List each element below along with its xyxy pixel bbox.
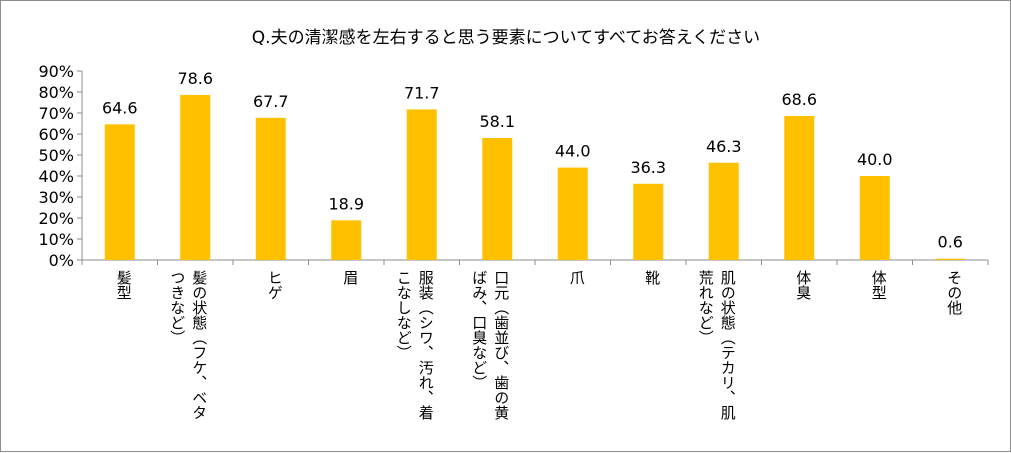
y-tick-label: 10%	[38, 230, 74, 249]
category-label: 爪	[568, 270, 586, 285]
bar	[331, 220, 362, 260]
category-label: 口元（歯並び、歯の黄	[492, 270, 510, 420]
data-label: 36.3	[630, 158, 666, 177]
category-label: 髪の状態（フケ、ベタ	[190, 270, 208, 420]
data-label: 64.6	[102, 98, 138, 117]
data-label: 68.6	[781, 90, 817, 109]
bar	[708, 162, 739, 260]
data-label: 67.7	[253, 92, 289, 111]
category-label: つきなど）	[168, 270, 186, 345]
bar	[255, 117, 286, 260]
data-label: 18.9	[328, 194, 364, 213]
data-label: 58.1	[479, 112, 515, 131]
y-tick-label: 20%	[38, 209, 74, 228]
data-label: 0.6	[938, 233, 963, 252]
y-tick-label: 50%	[38, 146, 74, 165]
data-labels: 64.6 78.6 67.7 18.9 71.7 58.1 44.0 36.3 46.3 68.6…	[102, 69, 963, 252]
y-tick-label: 70%	[38, 104, 74, 123]
y-tick-label: 90%	[38, 62, 74, 81]
category-label: 肌の状態（テカリ、肌	[719, 270, 737, 421]
bar	[482, 137, 513, 260]
category-label: 靴	[643, 270, 661, 285]
chart-title: Q.夫の清潔感を左右すると思う要素についてすべてお答えください	[252, 28, 760, 48]
category-label: 体臭	[794, 270, 812, 300]
category-label: 服装（シワ、汚れ、着	[417, 270, 435, 420]
category-label: 体型	[870, 270, 888, 300]
category-label: 眉	[341, 270, 359, 285]
y-tick-label: 60%	[38, 125, 74, 144]
category-label: こなしなど）	[395, 270, 413, 360]
axes: 0% 10% 20% 30% 40% 50% 60% 70% 80% 90%	[38, 62, 989, 270]
category-label: ヒゲ	[266, 270, 284, 300]
category-label: その他	[945, 270, 963, 316]
bar	[935, 258, 966, 260]
y-tick-label: 30%	[38, 188, 74, 207]
category-label: 髪型	[115, 270, 133, 300]
y-tick-label: 80%	[38, 83, 74, 102]
category-label: ばみ、口臭など）	[470, 270, 488, 390]
data-label: 46.3	[706, 137, 742, 156]
bar	[180, 94, 211, 260]
data-label: 78.6	[177, 69, 213, 88]
data-label: 40.0	[857, 150, 893, 169]
bar	[104, 124, 135, 260]
bars	[104, 94, 966, 261]
bar	[859, 176, 890, 260]
y-tick-label: 0%	[49, 251, 74, 270]
category-label: 荒れなど）	[697, 270, 715, 345]
data-label: 44.0	[555, 142, 591, 161]
bar	[557, 167, 588, 260]
bar	[633, 183, 664, 260]
bar	[784, 115, 815, 260]
bar	[406, 109, 437, 261]
data-label: 71.7	[404, 83, 440, 102]
y-tick-label: 40%	[38, 167, 74, 186]
